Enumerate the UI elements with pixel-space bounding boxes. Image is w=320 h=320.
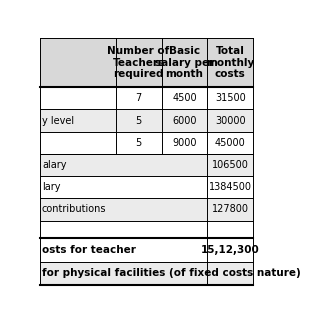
Text: 1384500: 1384500 xyxy=(209,182,252,192)
Bar xyxy=(40,38,253,87)
Bar xyxy=(40,109,253,132)
Text: for physical facilities (of fixed costs nature): for physical facilities (of fixed costs … xyxy=(42,268,301,278)
Text: 31500: 31500 xyxy=(215,93,246,103)
Bar xyxy=(40,87,253,109)
Text: 7: 7 xyxy=(135,93,142,103)
Bar xyxy=(40,198,253,220)
Text: y level: y level xyxy=(42,116,74,125)
Bar xyxy=(40,262,253,285)
Text: alary: alary xyxy=(42,160,67,170)
Text: 106500: 106500 xyxy=(212,160,249,170)
Text: Number of
Teachers
required: Number of Teachers required xyxy=(108,46,170,79)
Text: 4500: 4500 xyxy=(172,93,197,103)
Text: 30000: 30000 xyxy=(215,116,246,125)
Text: 5: 5 xyxy=(135,138,142,148)
Text: 127800: 127800 xyxy=(212,204,249,214)
Text: contributions: contributions xyxy=(42,204,107,214)
Bar xyxy=(40,220,253,238)
Bar xyxy=(40,154,253,176)
Bar xyxy=(40,176,253,198)
Text: 9000: 9000 xyxy=(172,138,197,148)
Text: Total
monthly
costs: Total monthly costs xyxy=(206,46,254,79)
Text: 5: 5 xyxy=(135,116,142,125)
Text: Basic
salary per
month: Basic salary per month xyxy=(155,46,214,79)
Text: lary: lary xyxy=(42,182,60,192)
Bar xyxy=(40,238,253,262)
Text: osts for teacher: osts for teacher xyxy=(42,245,136,255)
Text: 6000: 6000 xyxy=(172,116,197,125)
Bar xyxy=(40,132,253,154)
Text: 45000: 45000 xyxy=(215,138,246,148)
Text: 15,12,300: 15,12,300 xyxy=(201,245,260,255)
